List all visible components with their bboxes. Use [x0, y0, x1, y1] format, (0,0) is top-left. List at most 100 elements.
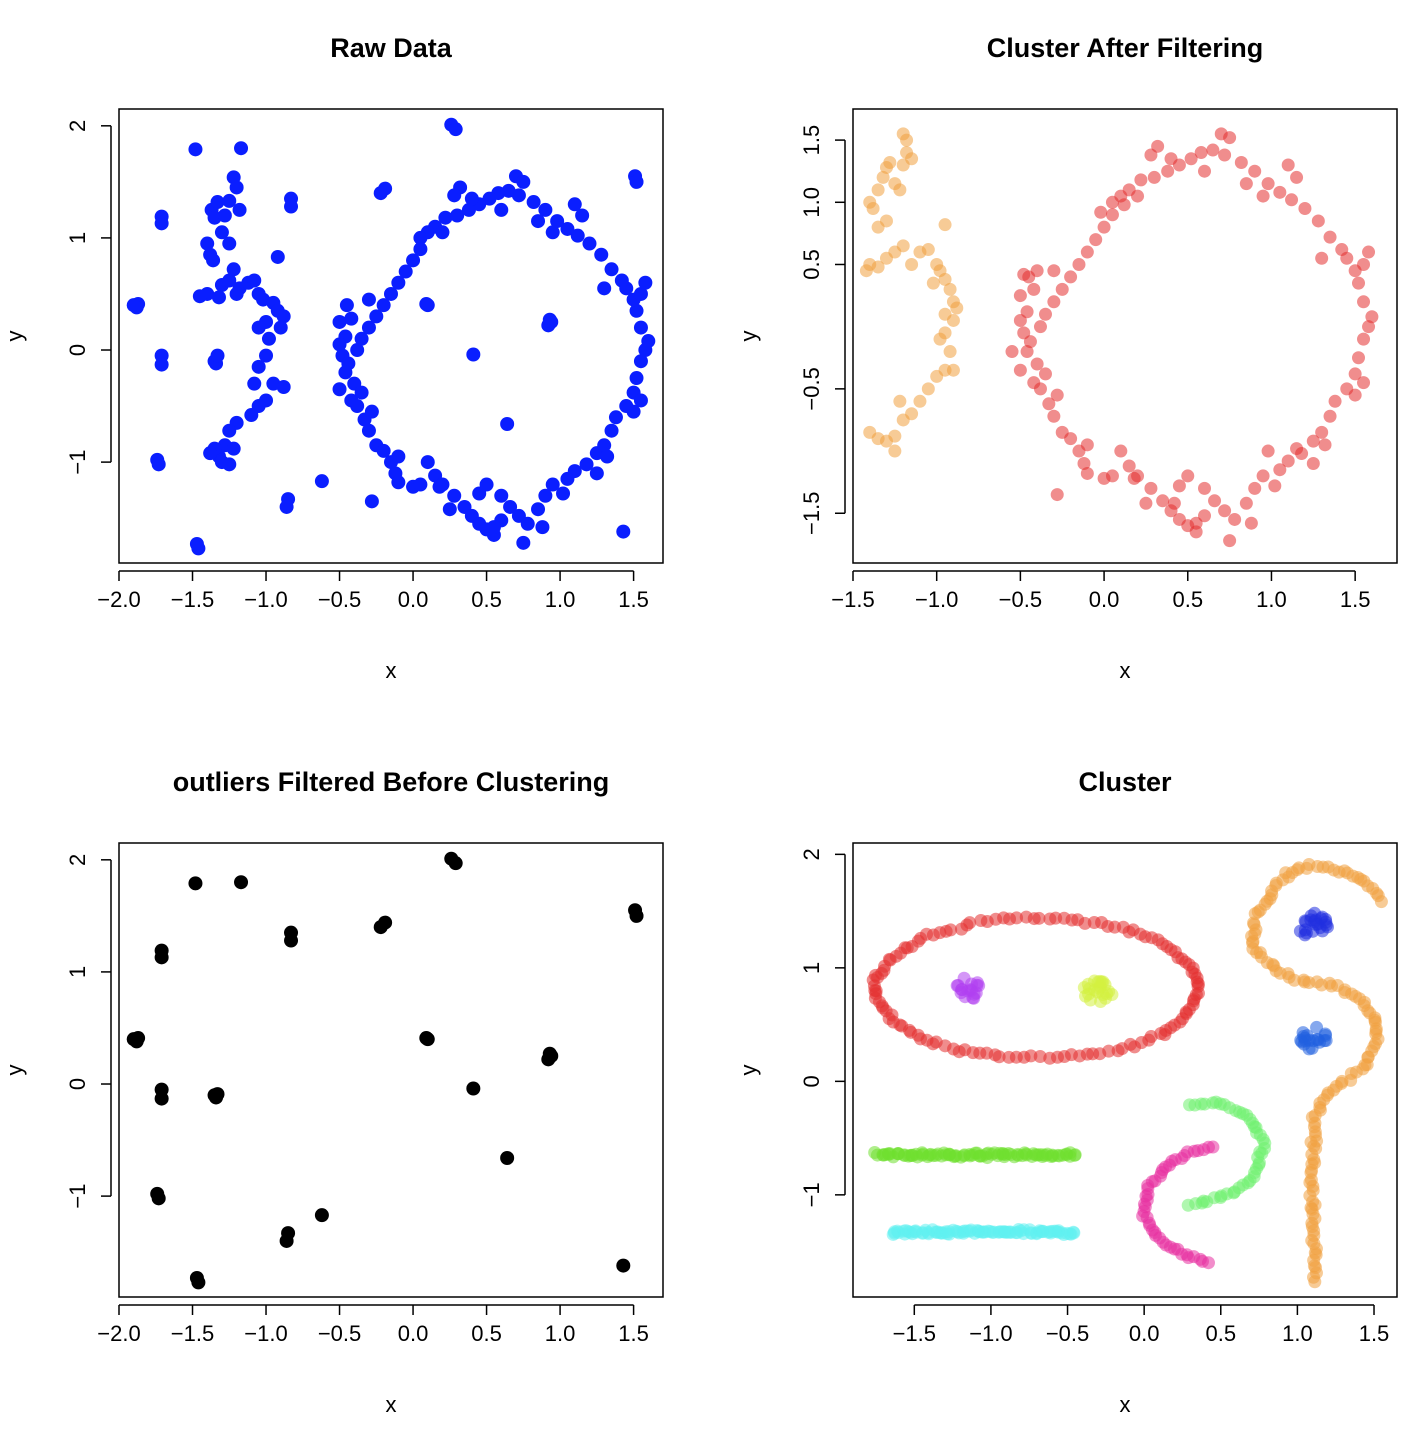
- data-point: [888, 444, 902, 458]
- data-point: [1068, 1148, 1082, 1162]
- data-point: [1308, 1275, 1322, 1289]
- data-point: [626, 404, 641, 419]
- after-x-axis: −1.5 −1.0 −0.5 0.0 0.5 1.0 1.5: [831, 570, 1370, 612]
- after-y-label: y: [736, 331, 761, 342]
- data-point: [1013, 313, 1027, 327]
- data-point: [633, 354, 648, 369]
- data-point: [1228, 512, 1242, 526]
- data-point: [1080, 245, 1094, 259]
- data-point: [1290, 442, 1304, 456]
- data-point: [1320, 920, 1334, 934]
- data-point: [1181, 469, 1195, 483]
- data-point: [1184, 152, 1198, 166]
- y-tick-label: 1: [799, 962, 824, 974]
- data-point: [1273, 463, 1287, 477]
- data-point: [633, 393, 648, 408]
- data-point: [883, 155, 897, 169]
- x-tick-label: 0.5: [1172, 587, 1203, 612]
- data-point: [900, 133, 914, 147]
- data-point: [1218, 504, 1232, 518]
- data-point: [913, 394, 927, 408]
- outliers-y-label: y: [2, 1065, 27, 1076]
- data-point: [270, 249, 285, 264]
- data-point: [151, 457, 166, 472]
- data-point: [1064, 270, 1078, 284]
- data-point: [206, 253, 221, 268]
- data-point: [1042, 397, 1056, 411]
- data-point: [1357, 376, 1371, 390]
- data-point: [350, 343, 365, 358]
- data-point: [876, 170, 890, 184]
- data-point: [1256, 189, 1270, 203]
- data-point: [448, 122, 463, 137]
- x-tick-label: 1.0: [1282, 1321, 1313, 1346]
- data-point: [413, 242, 428, 257]
- raw-x-axis: −2.0 −1.5 −1.0 −0.5 0.0 0.5 1.0 1.5: [97, 570, 649, 612]
- data-point: [191, 1275, 206, 1290]
- data-point: [1077, 456, 1091, 470]
- data-point: [1218, 148, 1232, 162]
- data-point: [1311, 214, 1325, 228]
- data-point: [500, 1150, 515, 1165]
- after-y-axis: −1.5 −0.5 0.5 1.0 1.5: [799, 125, 846, 535]
- data-point: [604, 262, 619, 277]
- data-point: [1164, 152, 1178, 166]
- outliers-x-axis: −2.0 −1.5 −1.0 −0.5 0.0 0.5 1.0 1.5: [97, 1304, 649, 1346]
- data-point: [629, 371, 644, 386]
- data-point: [938, 272, 952, 286]
- data-point: [1273, 185, 1287, 199]
- data-point: [210, 348, 225, 363]
- data-point: [154, 357, 169, 372]
- data-point: [589, 466, 604, 481]
- data-point: [1122, 459, 1136, 473]
- data-point: [435, 225, 450, 240]
- x-tick-label: −0.5: [1046, 1321, 1089, 1346]
- data-point: [438, 210, 453, 225]
- data-point: [1030, 357, 1044, 371]
- data-point: [217, 208, 232, 223]
- data-point: [1323, 230, 1337, 244]
- data-point: [575, 208, 590, 223]
- data-point: [1080, 466, 1094, 480]
- data-point: [1030, 264, 1044, 278]
- data-point: [1281, 158, 1295, 172]
- cluster-x-label: x: [1120, 1392, 1131, 1417]
- data-point: [154, 216, 169, 231]
- data-point: [1308, 906, 1322, 920]
- data-point: [638, 275, 653, 290]
- data-point: [222, 236, 237, 251]
- data-point: [1189, 988, 1203, 1002]
- data-point: [354, 331, 369, 346]
- data-point: [276, 309, 291, 324]
- cluster-y-label: y: [736, 1065, 761, 1076]
- data-point: [1206, 143, 1220, 157]
- data-point: [1167, 496, 1181, 510]
- data-point: [570, 228, 585, 243]
- data-point: [1198, 509, 1212, 523]
- data-point: [332, 314, 347, 329]
- x-tick-label: −1.5: [893, 1321, 936, 1346]
- x-tick-label: 1.0: [1256, 587, 1287, 612]
- x-tick-label: −1.0: [969, 1321, 1012, 1346]
- data-point: [859, 264, 873, 278]
- data-point: [1027, 282, 1041, 296]
- cluster-points: [866, 858, 1388, 1289]
- data-point: [251, 320, 266, 335]
- y-tick-label: 1.0: [799, 187, 824, 218]
- data-point: [926, 276, 940, 290]
- data-point: [203, 446, 218, 461]
- after-title: Cluster After Filtering: [987, 33, 1264, 63]
- data-point: [567, 197, 582, 212]
- data-point: [1293, 924, 1307, 938]
- data-point: [871, 220, 885, 234]
- data-point: [1097, 220, 1111, 234]
- data-point: [1362, 245, 1376, 259]
- data-point: [1189, 516, 1203, 530]
- data-point: [1161, 164, 1175, 178]
- data-point: [946, 363, 960, 377]
- x-tick-label: 1.5: [618, 587, 649, 612]
- data-point: [1114, 444, 1128, 458]
- data-point: [448, 856, 463, 871]
- data-point: [1201, 1256, 1215, 1270]
- x-tick-label: 0.5: [1205, 1321, 1236, 1346]
